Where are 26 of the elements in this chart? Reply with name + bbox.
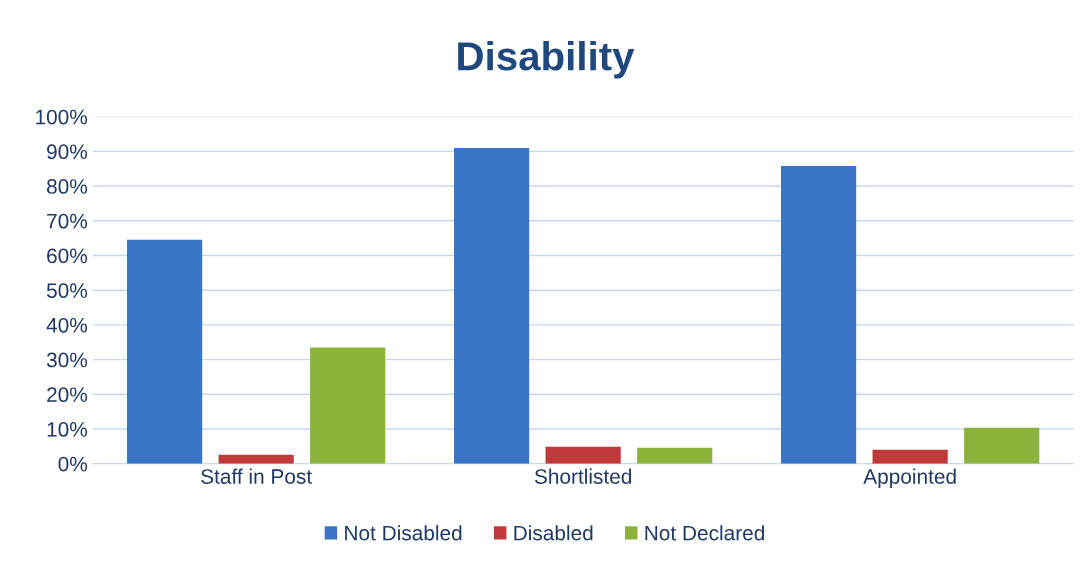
legend-label: Disabled xyxy=(514,525,593,541)
x-tick-label: Shortlisted xyxy=(534,468,632,484)
bar xyxy=(126,239,203,464)
bar xyxy=(780,165,857,464)
y-tick-label: 30% xyxy=(46,352,88,368)
x-tick-label: Appointed xyxy=(863,468,956,489)
y-tick-label: 40% xyxy=(46,317,88,333)
legend-label: Not Declared xyxy=(645,525,764,541)
y-tick-label: 50% xyxy=(46,283,88,298)
y-tick-label: 60% xyxy=(47,248,88,264)
bar xyxy=(964,427,1040,464)
bar xyxy=(872,449,948,464)
y-tick-label: 90% xyxy=(47,144,88,160)
bar xyxy=(310,347,386,464)
y-tick-label: 70% xyxy=(47,213,88,229)
x-tick-label: Staff in Post xyxy=(201,468,312,484)
chart-title: Disability xyxy=(458,40,635,79)
y-tick-label: 20% xyxy=(47,387,88,403)
bar xyxy=(453,147,530,464)
y-tick-label: 80% xyxy=(47,179,88,194)
y-tick-label: 0% xyxy=(58,456,88,472)
legend-label: Not Disabled xyxy=(345,525,462,541)
y-tick-label: 10% xyxy=(47,422,88,437)
bar xyxy=(637,447,713,464)
y-tick-label: 100% xyxy=(36,109,88,125)
bar xyxy=(545,446,621,464)
